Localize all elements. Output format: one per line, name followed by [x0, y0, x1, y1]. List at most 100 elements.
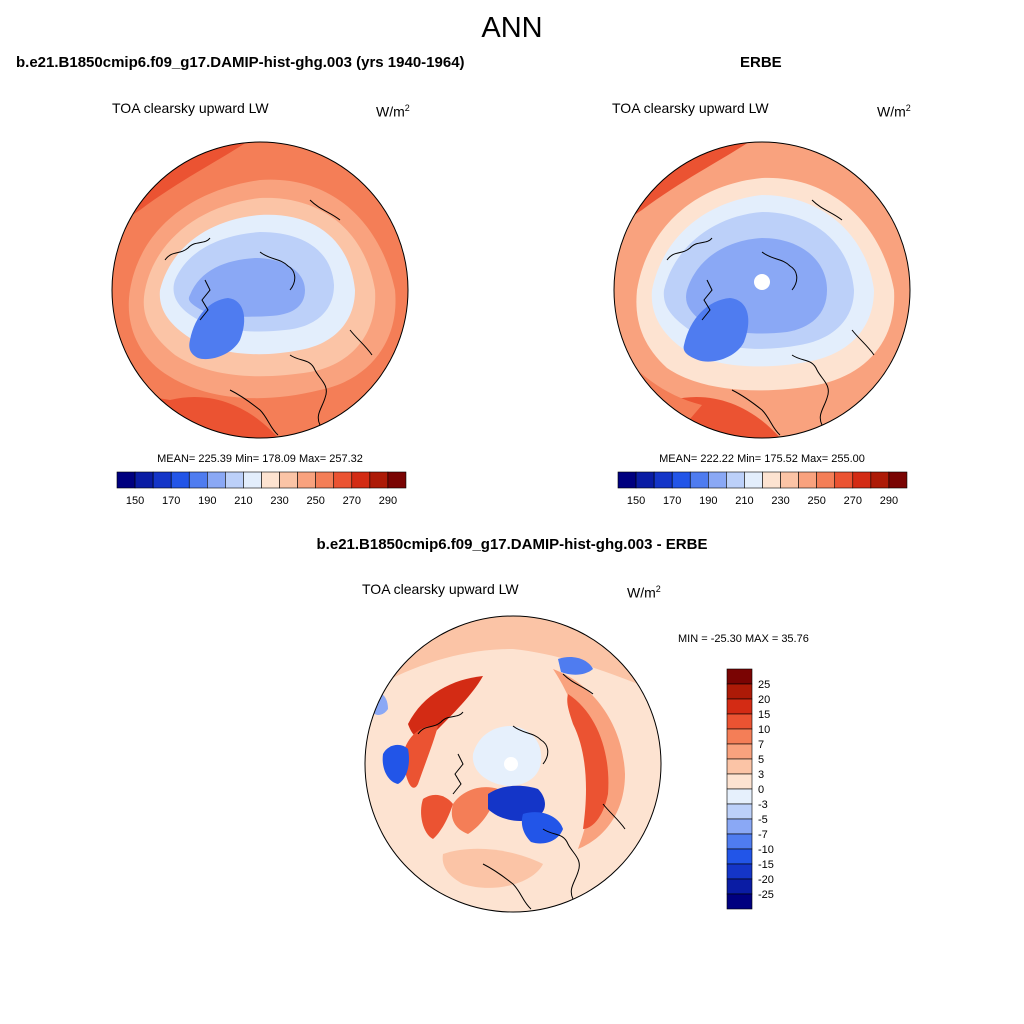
field-region: [558, 657, 593, 675]
colorbar-swatch: [726, 728, 753, 745]
colorbar-tick-label: 210: [735, 495, 753, 507]
panel-diff-polar-map: [364, 615, 662, 913]
colorbar-tick-label: 150: [627, 495, 645, 507]
colorbar-swatch: [726, 698, 753, 715]
colorbar-swatch: [243, 471, 262, 489]
colorbar-tick-label: 290: [379, 495, 397, 507]
panel-diff-case-title: b.e21.B1850cmip6.f09_g17.DAMIP-hist-ghg.…: [316, 536, 708, 553]
panel-right-case-title: ERBE: [740, 54, 782, 71]
colorbar-swatch: [852, 471, 872, 489]
field-region: [382, 744, 409, 784]
panel-left-case-title: b.e21.B1850cmip6.f09_g17.DAMIP-hist-ghg.…: [16, 54, 465, 71]
colorbar-tick-label: -10: [758, 844, 774, 856]
panel-left-stats: MEAN= 225.39 Min= 178.09 Max= 257.32: [157, 453, 363, 465]
colorbar-swatch: [653, 471, 673, 489]
page-title: ANN: [481, 12, 543, 44]
field-region: [488, 785, 545, 821]
panel-left-polar-map: [111, 141, 409, 439]
colorbar-tick-label: 250: [306, 495, 324, 507]
panel-diff-units: W/m2: [627, 584, 661, 601]
colorbar-swatch: [726, 788, 753, 805]
colorbar-tick-label: 210: [234, 495, 252, 507]
colorbar-swatch: [726, 471, 745, 489]
colorbar-swatch: [351, 471, 371, 489]
panel-diff-stats: MIN = -25.30 MAX = 35.76: [678, 633, 809, 645]
colorbar-swatch: [152, 471, 172, 489]
colorbar-tick-label: 5: [758, 754, 764, 766]
colorbar-swatch: [617, 471, 637, 489]
colorbar-swatch: [726, 893, 753, 910]
colorbar-swatch: [207, 471, 226, 489]
colorbar-tick-label: 250: [807, 495, 825, 507]
colorbar-tick-label: 270: [343, 495, 361, 507]
colorbar-swatch: [635, 471, 655, 489]
field-region: [403, 725, 438, 788]
panel-right-stats: MEAN= 222.22 Min= 175.52 Max= 255.00: [659, 453, 865, 465]
colorbar-tick-label: 290: [880, 495, 898, 507]
colorbar-swatch: [387, 471, 407, 489]
colorbar-swatch: [726, 878, 753, 895]
colorbar-tick-label: -5: [758, 814, 768, 826]
colorbar-tick-label: 270: [844, 495, 862, 507]
panel-left-colorbar: 150 170 190 210 230 250 270 290: [116, 471, 407, 507]
colorbar-swatch: [726, 743, 753, 760]
colorbar-swatch: [708, 471, 727, 489]
colorbar-swatch: [116, 471, 136, 489]
colorbar-tick-label: 190: [699, 495, 717, 507]
colorbar-swatch: [333, 471, 353, 489]
colorbar-swatch: [225, 471, 244, 489]
colorbar-tick-label: 230: [771, 495, 789, 507]
field-region: [408, 676, 483, 740]
field-region: [472, 726, 542, 786]
colorbar-swatch: [671, 471, 691, 489]
colorbar-tick-label: -3: [758, 799, 768, 811]
colorbar-tick-label: 0: [758, 784, 764, 796]
colorbar-swatch: [188, 471, 208, 489]
colorbar-swatch: [726, 668, 753, 685]
colorbar-tick-label: 25: [758, 679, 770, 691]
colorbar-swatch: [689, 471, 709, 489]
colorbar-swatch: [726, 758, 753, 775]
colorbar-tick-label: 170: [663, 495, 681, 507]
colorbar-swatch: [726, 863, 753, 880]
colorbar-swatch: [780, 471, 799, 489]
colorbar-swatch: [261, 471, 280, 489]
field-region: [567, 694, 609, 829]
colorbar-swatch: [297, 471, 316, 489]
colorbar-tick-label: 15: [758, 709, 770, 721]
field-region: [553, 669, 625, 849]
panel-left-variable: TOA clearsky upward LW: [112, 100, 269, 116]
colorbar-tick-label: 7: [758, 739, 764, 751]
field-region: [189, 298, 245, 360]
panel-right-polar-map: [613, 141, 911, 439]
panel-right-units: W/m2: [877, 103, 911, 120]
colorbar-tick-label: -20: [758, 874, 774, 886]
colorbar-swatch: [134, 471, 154, 489]
colorbar-swatch: [744, 471, 763, 489]
panel-right-colorbar: 150 170 190 210 230 250 270 290: [617, 471, 908, 507]
colorbar-swatch: [726, 833, 753, 850]
colorbar-tick-label: 3: [758, 769, 764, 781]
colorbar-swatch: [170, 471, 190, 489]
colorbar-tick-label: -15: [758, 859, 774, 871]
colorbar-swatch: [279, 471, 298, 489]
colorbar-tick-label: -7: [758, 829, 768, 841]
colorbar-tick-label: 170: [162, 495, 180, 507]
colorbar-swatch: [315, 471, 335, 489]
colorbar-swatch: [834, 471, 854, 489]
panel-diff-colorbar: 25 20 15 10 7 5 3 0 -3 -5 -7 -10 -15 -20 -25: [726, 668, 774, 910]
colorbar-swatch: [726, 773, 753, 790]
colorbar-tick-label: -25: [758, 889, 774, 901]
panel-right-variable: TOA clearsky upward LW: [612, 100, 769, 116]
field-region: [421, 794, 453, 839]
colorbar-tick-label: 190: [198, 495, 216, 507]
colorbar-swatch: [870, 471, 890, 489]
colorbar-tick-label: 150: [126, 495, 144, 507]
field-region: [683, 298, 749, 362]
colorbar-swatch: [726, 713, 753, 730]
colorbar-swatch: [798, 471, 817, 489]
panel-diff-variable: TOA clearsky upward LW: [362, 581, 519, 597]
field-region: [451, 787, 498, 834]
field-region: [442, 848, 543, 888]
colorbar-swatch: [726, 848, 753, 865]
